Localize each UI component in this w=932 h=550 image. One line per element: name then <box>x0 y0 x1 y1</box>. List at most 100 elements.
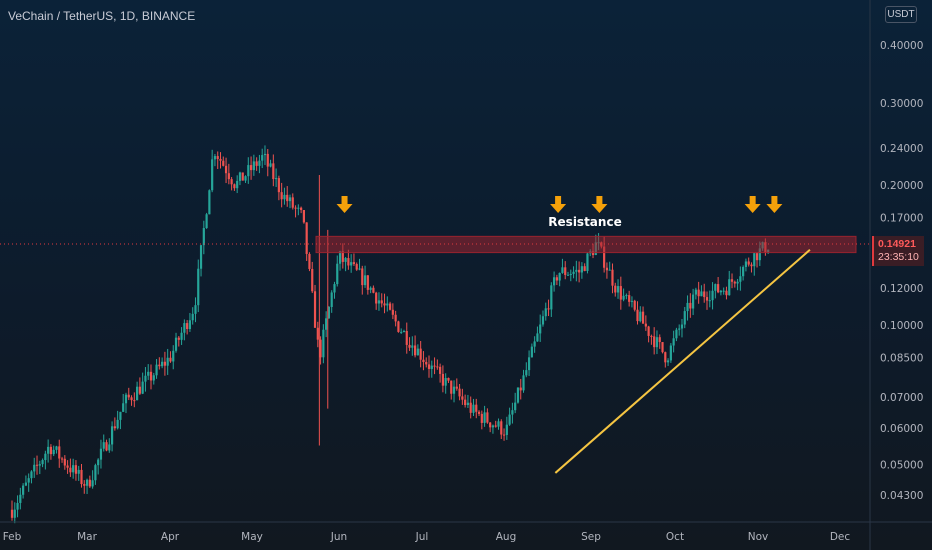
candle-body <box>10 509 14 518</box>
candle-body <box>116 419 119 429</box>
candle-body <box>261 155 264 161</box>
candle-body <box>238 172 242 181</box>
candle-body <box>502 434 506 436</box>
candle-body <box>319 339 322 358</box>
candle-body <box>252 161 255 171</box>
candle-body <box>49 446 53 455</box>
candle-body <box>611 269 614 286</box>
candle-body <box>586 253 589 271</box>
candle-body <box>697 289 700 297</box>
candle-body <box>755 253 759 261</box>
candle-body <box>628 295 631 302</box>
candle-body <box>416 348 419 356</box>
candle-body <box>650 335 653 337</box>
candle-body <box>308 253 311 269</box>
price-axis[interactable]: 0.40000 0.30000 0.24000 0.20000 0.17000 0.120… <box>869 0 923 550</box>
candle-body <box>491 425 495 428</box>
candle-body <box>80 469 83 485</box>
candle-body <box>286 194 289 202</box>
candle-body <box>297 207 300 209</box>
candle-body <box>97 459 100 466</box>
support-trendline <box>554 249 811 474</box>
candle-body <box>363 275 367 286</box>
candle-body <box>608 269 611 271</box>
candle-body <box>511 410 514 415</box>
candle-body <box>24 482 27 486</box>
candle-body <box>163 361 166 366</box>
candle-body <box>180 332 183 340</box>
candle-body <box>614 285 617 293</box>
candle-body <box>155 364 158 376</box>
candle-body <box>591 251 595 255</box>
candle-body <box>288 197 292 202</box>
candle-body <box>372 287 375 293</box>
time-tick-label: Oct <box>666 531 684 543</box>
candle-body <box>519 387 522 391</box>
candle-body <box>136 386 139 401</box>
candle-body <box>144 375 147 382</box>
candle-body <box>119 411 122 420</box>
candle-body <box>336 263 339 285</box>
candle-body <box>66 465 69 468</box>
candle-body <box>375 292 378 304</box>
time-tick-label: Sep <box>581 531 601 543</box>
candle-body <box>411 345 414 348</box>
candle-body <box>166 357 169 366</box>
candle-body <box>249 165 253 171</box>
candle-body <box>433 365 436 367</box>
candle-body <box>219 158 222 161</box>
time-tick-label: Dec <box>830 531 851 543</box>
candle-body <box>447 377 450 381</box>
candle-body <box>197 268 200 306</box>
candle-body <box>19 494 22 503</box>
candle-body <box>305 222 308 254</box>
candle-body <box>397 321 400 332</box>
candle-body <box>550 285 553 310</box>
candle-body <box>325 318 328 330</box>
last-price-value: 0.14921 <box>878 238 916 250</box>
candle-body <box>258 160 261 166</box>
candle-body <box>722 290 725 292</box>
candle-body <box>414 345 417 356</box>
candle-body <box>130 397 133 401</box>
candle-body <box>711 290 714 301</box>
candle-body <box>747 261 750 265</box>
last-price-tag: 0.14921 23:35:10 <box>872 236 924 266</box>
candle-body <box>241 172 244 181</box>
candle-body <box>583 266 586 271</box>
candle-body <box>300 207 303 211</box>
candle-body <box>69 467 72 473</box>
candle-body <box>38 464 41 466</box>
candle-body <box>555 277 558 281</box>
candle-body <box>113 426 116 429</box>
time-tick-label: Mar <box>77 531 97 543</box>
candle-body <box>733 281 736 284</box>
candle-body <box>127 394 130 398</box>
currency-unit-badge[interactable]: USDT <box>885 6 917 23</box>
candle-body <box>275 178 278 180</box>
candle-body <box>669 345 672 361</box>
candle-body <box>705 297 709 301</box>
candle-body <box>169 357 172 362</box>
candle-body <box>514 402 517 411</box>
candle-body <box>689 302 692 309</box>
candle-body <box>480 413 483 423</box>
candle-body <box>44 453 47 461</box>
candle-body <box>94 465 97 481</box>
candle-body <box>110 426 114 445</box>
candle-body <box>553 277 556 286</box>
candle-body <box>477 411 481 414</box>
candle-body <box>450 380 453 394</box>
price-tick-label: 0.05000 <box>880 460 923 472</box>
candle-body <box>494 425 497 427</box>
candle-body <box>291 197 294 208</box>
candle-body <box>661 342 664 353</box>
time-axis[interactable]: Feb Mar Apr May Jun Jul Aug Sep Oct Nov Dec <box>0 521 932 543</box>
candle-body <box>408 344 411 348</box>
candle-body <box>52 449 55 455</box>
candle-body <box>341 251 344 262</box>
candle-body <box>683 311 686 325</box>
candle-body <box>102 442 105 449</box>
candle-body <box>603 246 606 268</box>
